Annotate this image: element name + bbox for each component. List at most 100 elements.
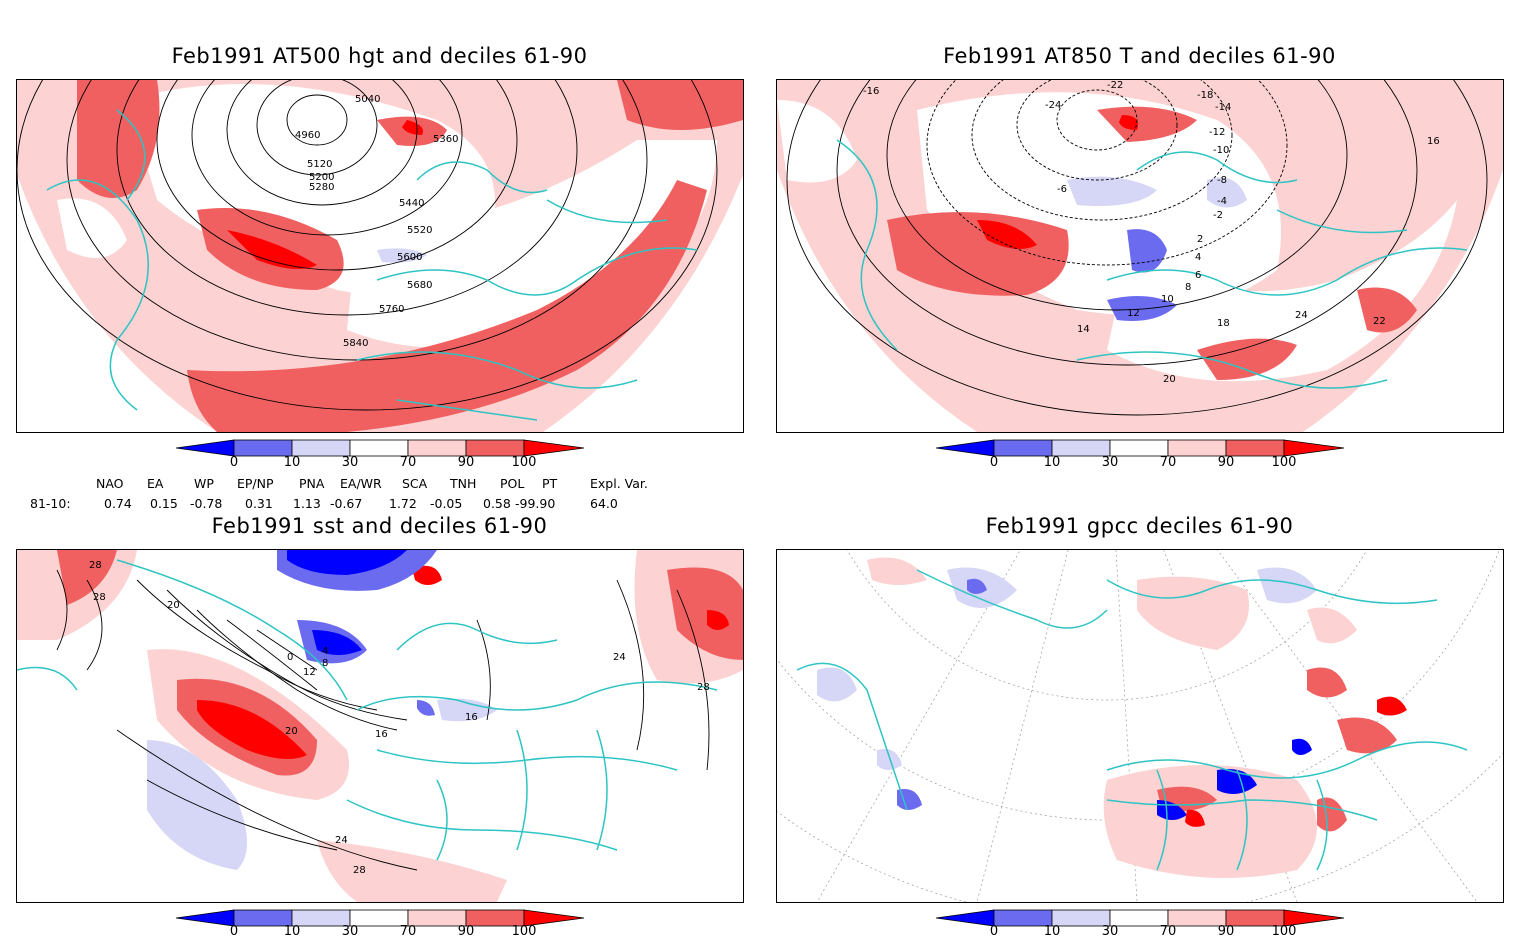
contour-label: 24 — [613, 652, 626, 663]
colorbar-tick: 30 — [1101, 455, 1119, 470]
colorbar-bottom-right: 0 10 30 70 90 100 — [935, 909, 1346, 939]
contour-label: 5360 — [433, 134, 458, 145]
contour-label: 10 — [1161, 294, 1174, 305]
map-sst-svg: 28 28 20 0 4 8 12 16 20 24 28 24 28 16 — [17, 550, 743, 902]
colorbar-tick: 0 — [229, 455, 239, 470]
colorbar-tick: 70 — [399, 455, 417, 470]
colorbar-tick: 10 — [283, 455, 301, 470]
contour-label: -24 — [1045, 100, 1061, 111]
contour-label: 12 — [303, 667, 316, 678]
colorbar-tick: 90 — [457, 924, 475, 939]
index-value: 0.74 — [104, 496, 132, 511]
index-value: 1.72 — [389, 496, 417, 511]
contour-label: 5440 — [399, 198, 424, 209]
colorbar-top-right-svg — [935, 439, 1345, 457]
contour-label: 2 — [1197, 234, 1203, 245]
index-value: 0.15 — [150, 496, 178, 511]
index-header: PT — [542, 476, 558, 491]
colorbar-tick: 90 — [1217, 924, 1235, 939]
contour-label: 5280 — [309, 182, 334, 193]
index-row-label: 81-10: — [30, 496, 71, 511]
index-value: -0.78 — [190, 496, 223, 511]
colorbar-bottom-right-svg — [935, 909, 1345, 927]
contour-label: 22 — [1373, 316, 1386, 327]
contour-label: -4 — [1217, 196, 1227, 207]
index-header: POL — [500, 476, 525, 491]
colorbar-tick: 30 — [341, 455, 359, 470]
contour-label: -10 — [1213, 145, 1229, 156]
map-gpcc — [776, 549, 1504, 903]
index-header: NAO — [96, 476, 124, 491]
contour-label: 28 — [89, 560, 102, 571]
index-header: Expl. Var. — [590, 476, 648, 491]
map-sst: 28 28 20 0 4 8 12 16 20 24 28 24 28 16 — [16, 549, 744, 903]
index-value: -99.90 — [515, 496, 556, 511]
panel-title-gpcc: Feb1991 gpcc deciles 61-90 — [985, 514, 1294, 538]
map-t850: -22 -24 -18 -16 -14 -12 -10 -8 -6 -4 -2 … — [776, 79, 1504, 433]
index-value: 1.13 — [293, 496, 321, 511]
colorbar-tick: 10 — [283, 924, 301, 939]
index-header: EP/NP — [237, 476, 274, 491]
contour-label: -18 — [1197, 90, 1213, 101]
colorbar-tick: 100 — [511, 924, 537, 939]
colorbar-tick: 70 — [1159, 924, 1177, 939]
index-header: WP — [194, 476, 214, 491]
contour-label: 5600 — [397, 252, 422, 263]
contour-label: -6 — [1057, 184, 1067, 195]
colorbar-top-right: 0 10 30 70 90 100 — [935, 439, 1346, 473]
contour-label: 6 — [1195, 270, 1201, 281]
contour-label: 20 — [167, 600, 180, 611]
map-t850-svg: -22 -24 -18 -16 -14 -12 -10 -8 -6 -4 -2 … — [777, 80, 1503, 432]
map-hgt-svg: 4960 5040 5120 5200 5280 5360 5440 5520 … — [17, 80, 743, 432]
contour-label: 8 — [322, 658, 328, 669]
colorbar-tick: 90 — [1217, 455, 1235, 470]
indices-values: 81-10: 0.74 0.15 -0.78 0.31 1.13 -0.67 1… — [0, 496, 760, 512]
contour-label: 12 — [1127, 308, 1140, 319]
index-header: EA/WR — [340, 476, 382, 491]
colorbar-tick: 100 — [1271, 455, 1297, 470]
colorbar-tick: 90 — [457, 455, 475, 470]
colorbar-tick: 70 — [399, 924, 417, 939]
contour-label: -2 — [1213, 210, 1223, 221]
colorbar-tick: 30 — [1101, 924, 1119, 939]
contour-label: 20 — [285, 726, 298, 737]
contour-label: 28 — [697, 682, 710, 693]
contour-label: 4 — [1195, 252, 1201, 263]
contour-label: 4960 — [295, 130, 320, 141]
contour-label: 16 — [375, 729, 388, 740]
colorbar-bottom-left: 0 10 30 70 90 100 — [175, 909, 586, 939]
contour-label: 20 — [1163, 374, 1176, 385]
colorbar-top-left: 0 10 30 70 90 100 — [175, 439, 586, 473]
contour-label: 8 — [1185, 282, 1191, 293]
colorbar-tick: 100 — [1271, 924, 1297, 939]
index-header: PNA — [299, 476, 325, 491]
contour-label: -22 — [1107, 80, 1123, 91]
colorbar-tick: 0 — [989, 924, 999, 939]
contour-label: 14 — [1077, 324, 1090, 335]
colorbar-tick: 10 — [1043, 455, 1061, 470]
contour-label: 5680 — [407, 280, 432, 291]
index-value: 0.58 — [483, 496, 511, 511]
contour-label: 16 — [1427, 136, 1440, 147]
contour-label: 5200 — [309, 172, 334, 183]
index-header: SCA — [402, 476, 428, 491]
contour-label: -8 — [1217, 175, 1227, 186]
contour-label: 5120 — [307, 159, 332, 170]
colorbar-tick: 0 — [989, 455, 999, 470]
contour-label: 24 — [335, 835, 348, 846]
contour-label: 16 — [465, 712, 478, 723]
index-value: -0.67 — [330, 496, 363, 511]
contour-label: 5840 — [343, 338, 368, 349]
colorbar-tick: 70 — [1159, 455, 1177, 470]
contour-label: 18 — [1217, 318, 1230, 329]
index-header: EA — [147, 476, 164, 491]
contour-label: 28 — [353, 865, 366, 876]
panel-title-sst: Feb1991 sst and deciles 61-90 — [211, 514, 548, 538]
contour-label: 4 — [322, 646, 328, 657]
index-value: 0.31 — [245, 496, 273, 511]
map-gpcc-svg — [777, 550, 1503, 902]
colorbar-bottom-left-svg — [175, 909, 585, 927]
contour-label: -16 — [863, 86, 879, 97]
panel-title-hgt: Feb1991 AT500 hgt and deciles 61-90 — [171, 44, 588, 68]
contour-label: 5760 — [379, 304, 404, 315]
